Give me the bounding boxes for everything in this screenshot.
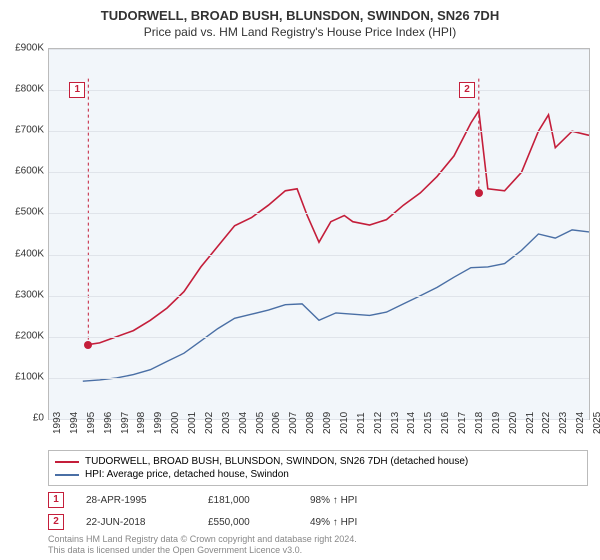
- y-tick-label: £700K: [0, 125, 44, 136]
- transaction-price: £550,000: [208, 517, 288, 528]
- legend-swatch: [55, 461, 79, 463]
- x-tick-label: 2017: [457, 412, 468, 434]
- y-tick-label: £800K: [0, 84, 44, 95]
- chart-svg: [49, 49, 589, 419]
- y-tick-label: £900K: [0, 43, 44, 54]
- y-tick-label: £100K: [0, 371, 44, 382]
- x-tick-label: 2022: [541, 412, 552, 434]
- x-tick-label: 2005: [255, 412, 266, 434]
- y-tick-label: £200K: [0, 330, 44, 341]
- marker-label-box: 2: [459, 82, 475, 98]
- legend-label: HPI: Average price, detached house, Swin…: [85, 469, 289, 480]
- x-tick-label: 1995: [86, 412, 97, 434]
- x-tick-label: 2003: [221, 412, 232, 434]
- grid-line: [49, 172, 589, 173]
- legend: TUDORWELL, BROAD BUSH, BLUNSDON, SWINDON…: [48, 450, 588, 486]
- x-tick-label: 2019: [491, 412, 502, 434]
- marker-dot: [475, 189, 483, 197]
- x-tick-label: 2009: [322, 412, 333, 434]
- x-tick-label: 1993: [52, 412, 63, 434]
- chart-subtitle: Price paid vs. HM Land Registry's House …: [0, 23, 600, 45]
- transaction-delta: 98% ↑ HPI: [310, 495, 390, 506]
- transaction-delta: 49% ↑ HPI: [310, 517, 390, 528]
- transaction-date: 28-APR-1995: [86, 495, 186, 506]
- x-tick-label: 1997: [120, 412, 131, 434]
- grid-line: [49, 337, 589, 338]
- x-tick-label: 2016: [440, 412, 451, 434]
- x-tick-label: 2023: [558, 412, 569, 434]
- grid-line: [49, 49, 589, 50]
- x-tick-label: 2018: [474, 412, 485, 434]
- x-tick-label: 2024: [575, 412, 586, 434]
- grid-line: [49, 131, 589, 132]
- series-line: [88, 111, 589, 345]
- x-tick-label: 2011: [356, 412, 367, 434]
- legend-swatch: [55, 474, 79, 476]
- plot-area: 12: [48, 48, 590, 420]
- y-tick-label: £300K: [0, 289, 44, 300]
- x-tick-label: 2013: [390, 412, 401, 434]
- transactions-table: 1 28-APR-1995 £181,000 98% ↑ HPI 2 22-JUN-201…: [48, 492, 390, 536]
- x-tick-label: 1996: [103, 412, 114, 434]
- legend-item: HPI: Average price, detached house, Swin…: [55, 468, 581, 481]
- transaction-date: 22-JUN-2018: [86, 517, 186, 528]
- x-tick-label: 2010: [339, 412, 350, 434]
- transaction-marker: 1: [48, 492, 64, 508]
- grid-line: [49, 296, 589, 297]
- chart-title: TUDORWELL, BROAD BUSH, BLUNSDON, SWINDON…: [0, 0, 600, 23]
- grid-line: [49, 255, 589, 256]
- x-tick-label: 2025: [592, 412, 600, 434]
- x-tick-label: 2002: [204, 412, 215, 434]
- legend-label: TUDORWELL, BROAD BUSH, BLUNSDON, SWINDON…: [85, 456, 468, 467]
- x-tick-label: 2006: [271, 412, 282, 434]
- x-tick-label: 2001: [187, 412, 198, 434]
- footer-line2: This data is licensed under the Open Gov…: [48, 545, 357, 556]
- grid-line: [49, 90, 589, 91]
- x-tick-label: 2021: [525, 412, 536, 434]
- footer-text: Contains HM Land Registry data © Crown c…: [48, 534, 357, 557]
- x-tick-label: 2012: [373, 412, 384, 434]
- marker-label-box: 1: [69, 82, 85, 98]
- y-tick-label: £400K: [0, 248, 44, 259]
- footer-line1: Contains HM Land Registry data © Crown c…: [48, 534, 357, 545]
- x-tick-label: 2000: [170, 412, 181, 434]
- y-tick-label: £500K: [0, 207, 44, 218]
- x-tick-label: 2007: [288, 412, 299, 434]
- x-tick-label: 2020: [508, 412, 519, 434]
- x-tick-label: 1999: [153, 412, 164, 434]
- x-tick-label: 2008: [305, 412, 316, 434]
- grid-line: [49, 378, 589, 379]
- x-tick-label: 2004: [238, 412, 249, 434]
- series-line: [83, 230, 589, 381]
- transaction-price: £181,000: [208, 495, 288, 506]
- x-tick-label: 1994: [69, 412, 80, 434]
- transaction-row: 1 28-APR-1995 £181,000 98% ↑ HPI: [48, 492, 390, 508]
- grid-line: [49, 213, 589, 214]
- y-tick-label: £600K: [0, 166, 44, 177]
- x-tick-label: 2015: [423, 412, 434, 434]
- transaction-row: 2 22-JUN-2018 £550,000 49% ↑ HPI: [48, 514, 390, 530]
- marker-dot: [84, 341, 92, 349]
- x-tick-label: 2014: [406, 412, 417, 434]
- legend-item: TUDORWELL, BROAD BUSH, BLUNSDON, SWINDON…: [55, 455, 581, 468]
- transaction-marker: 2: [48, 514, 64, 530]
- chart-container: TUDORWELL, BROAD BUSH, BLUNSDON, SWINDON…: [0, 0, 600, 560]
- y-tick-label: £0: [0, 413, 44, 424]
- x-tick-label: 1998: [136, 412, 147, 434]
